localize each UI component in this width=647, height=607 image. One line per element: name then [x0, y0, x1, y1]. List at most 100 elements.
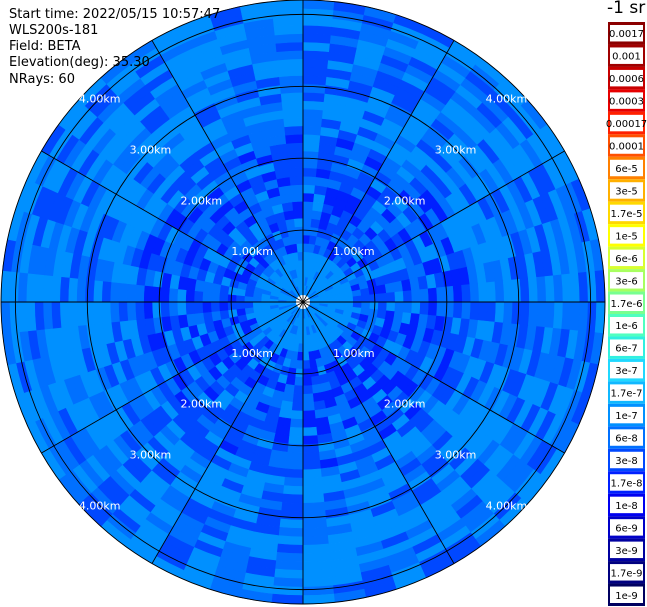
range-gate-cell: [302, 526, 328, 538]
range-gate-cell: [569, 301, 581, 332]
legend-label-box: [610, 339, 643, 356]
range-gate-cell: [281, 100, 304, 111]
range-ring-label: 3.00km: [130, 143, 172, 156]
range-gate-cell: [59, 301, 70, 328]
range-gate-cell: [302, 175, 317, 186]
range-ring-label: 4.00km: [79, 499, 121, 512]
range-gate-cell: [494, 301, 505, 324]
start-time-label: Start time: 2022/05/15 10:57:47: [9, 7, 221, 22]
range-gate-cell: [586, 270, 597, 303]
range-gate-cell: [176, 288, 187, 303]
range-gate-cell: [51, 275, 62, 303]
range-gate-cell: [294, 226, 304, 236]
range-gate-cell: [386, 292, 396, 303]
range-gate-cell: [272, 16, 304, 28]
range-gate-cell: [109, 301, 120, 323]
legend-label-box: [610, 519, 643, 536]
range-gate-cell: [302, 543, 330, 554]
range-gate-cell: [227, 293, 237, 303]
azimuth-spoke: [302, 301, 565, 454]
range-gate-cell: [544, 301, 555, 329]
range-gate-cell: [294, 368, 304, 378]
legend-label: 3e-7: [615, 366, 638, 377]
range-gate-cell: [84, 301, 95, 326]
range-gate-cell: [101, 301, 112, 324]
range-gate-cell: [293, 217, 304, 228]
range-gate-cell: [302, 201, 314, 211]
range-gate-cell: [235, 301, 245, 310]
azimuth-spoke: [41, 150, 304, 303]
range-gate-cell: [290, 410, 304, 420]
range-gate-cell: [277, 535, 304, 546]
range-gate-cell: [461, 284, 472, 303]
range-gate-cell: [436, 301, 446, 318]
legend-label: 1.7e-7: [610, 389, 642, 400]
nrays-label: NRays: 60: [9, 72, 75, 87]
range-gate-cell: [243, 301, 254, 309]
range-gate-cell: [302, 451, 320, 462]
range-gate-cell: [461, 301, 472, 320]
range-gate-cell: [302, 326, 307, 336]
radar-center-marker: [296, 295, 310, 309]
range-gate-cell: [361, 301, 371, 310]
range-gate-cell: [235, 307, 246, 317]
center-tick: [302, 301, 310, 306]
range-ring-labels: 1.00km 1.00km 1.00km 1.00km 2.00km 2.00km 2.00…: [79, 93, 527, 513]
range-gate-cell: [92, 301, 104, 325]
range-gate-cell: [302, 91, 326, 103]
range-gate-cell: [527, 301, 539, 327]
range-gate-cell: [302, 568, 333, 580]
range-gate-cell: [278, 526, 304, 538]
legend-label-box: [610, 159, 643, 177]
range-gate-cell: [298, 259, 304, 269]
range-gate-cell: [469, 301, 480, 321]
range-gate-cell: [282, 485, 304, 496]
range-gate-cell: [310, 375, 321, 386]
range-ring-label: 1.00km: [333, 245, 375, 258]
range-gate-cell: [377, 301, 388, 312]
range-gate-cell: [76, 301, 87, 327]
legend-label-box: [610, 182, 643, 199]
range-gate-cell: [308, 359, 318, 370]
range-gate-cell: [292, 201, 304, 211]
legend-label: 6e-9: [615, 523, 638, 534]
range-gate-cell: [202, 301, 212, 313]
range-gate-cell: [302, 435, 319, 445]
legend-label-box: [610, 92, 643, 109]
range-gate-cell: [376, 284, 387, 295]
range-gate-cell: [452, 285, 463, 303]
range-gate-cell: [302, 50, 330, 61]
legend-label-box: [610, 384, 643, 401]
legend-label: 1e-7: [615, 411, 638, 422]
range-ring-label: 3.00km: [435, 143, 477, 156]
legend-label-box: [610, 586, 643, 603]
legend-label: 3e-5: [615, 186, 638, 197]
range-gate-cell: [42, 274, 54, 303]
range-gate-cell: [561, 301, 572, 331]
legend-label-box: [610, 47, 643, 64]
range-gate-cell: [377, 292, 388, 303]
range-gate-cell: [302, 234, 311, 244]
range-gate-cell: [210, 292, 220, 303]
range-gate-cell: [101, 280, 112, 303]
range-gate-cell: [302, 16, 334, 28]
range-gate-cell: [511, 278, 522, 303]
legend-label: 0.0017: [609, 29, 644, 40]
range-gate-cell: [299, 268, 304, 278]
range-gate-cell: [193, 290, 204, 303]
range-gate-cell: [302, 518, 328, 529]
legend-label: 1e-9: [615, 591, 638, 602]
range-gate-cell: [17, 271, 29, 303]
legend-label-box: [610, 294, 643, 311]
range-gate-cell: [34, 273, 45, 303]
range-gate-cell: [67, 277, 79, 303]
center-tick: [302, 295, 307, 303]
range-ring-label: 1.00km: [333, 347, 375, 360]
range-gate-cell: [168, 287, 179, 303]
range-gate-cell: [302, 385, 313, 395]
range-gate-cell: [511, 301, 522, 326]
range-gate-cell: [210, 301, 220, 312]
range-gate-cell: [193, 301, 204, 314]
range-gate-cell: [281, 493, 304, 504]
range-gate-cell: [282, 108, 304, 119]
